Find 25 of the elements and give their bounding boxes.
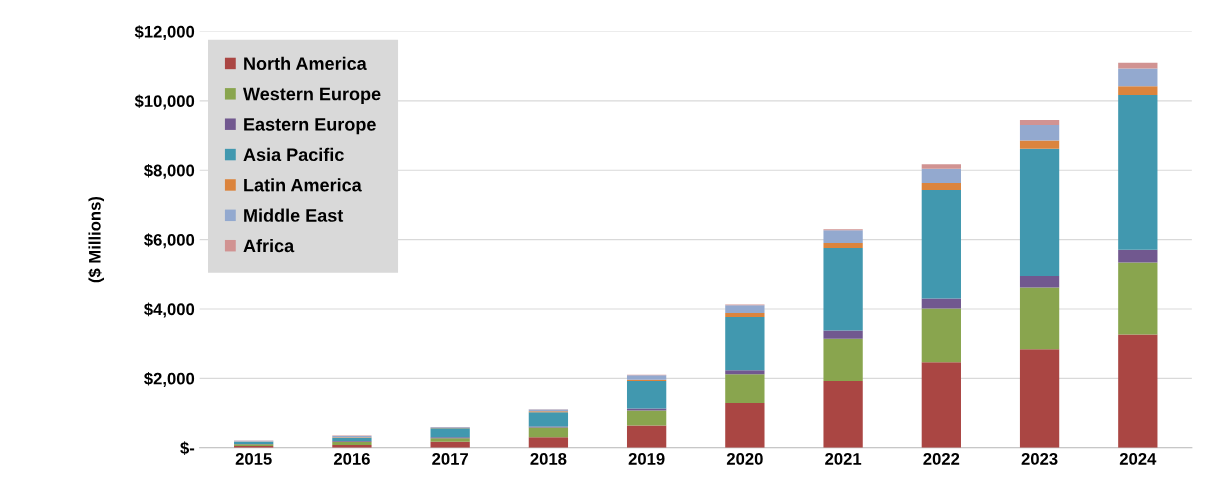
x-tick-label: 2015 xyxy=(235,453,272,465)
y-tick-label: $2,000 xyxy=(144,372,195,387)
y-tick-label: $6,000 xyxy=(144,233,195,249)
y-tick-label: $12,000 xyxy=(134,25,195,41)
legend-label: North America xyxy=(244,56,367,70)
x-tick-label: 2023 xyxy=(1021,453,1058,465)
y-axis-title: ($ Millions) xyxy=(88,196,104,283)
legend-label: Latin America xyxy=(244,178,362,192)
x-tick-label: 2021 xyxy=(825,453,862,465)
x-tick-label: 2024 xyxy=(1119,453,1157,465)
x-tick-label: 2017 xyxy=(432,453,468,465)
y-tick-label: $- xyxy=(180,441,195,455)
legend-label: Asia Pacific xyxy=(243,147,344,162)
x-tick-label: 2019 xyxy=(628,453,665,465)
legend-label: Western Europe xyxy=(243,87,381,104)
y-tick-label: $4,000 xyxy=(144,302,195,318)
legend-label: Eastern Europe xyxy=(244,118,376,135)
legend-label: Middle East xyxy=(244,208,344,222)
y-tick-label: $8,000 xyxy=(144,163,195,179)
legend-label: Africa xyxy=(243,238,295,253)
x-tick-label: 2016 xyxy=(333,453,370,465)
x-tick-label: 2018 xyxy=(530,453,567,465)
x-tick-label: 2020 xyxy=(726,453,763,465)
y-tick-label: $10,000 xyxy=(134,94,195,110)
x-tick-label: 2022 xyxy=(923,453,960,465)
